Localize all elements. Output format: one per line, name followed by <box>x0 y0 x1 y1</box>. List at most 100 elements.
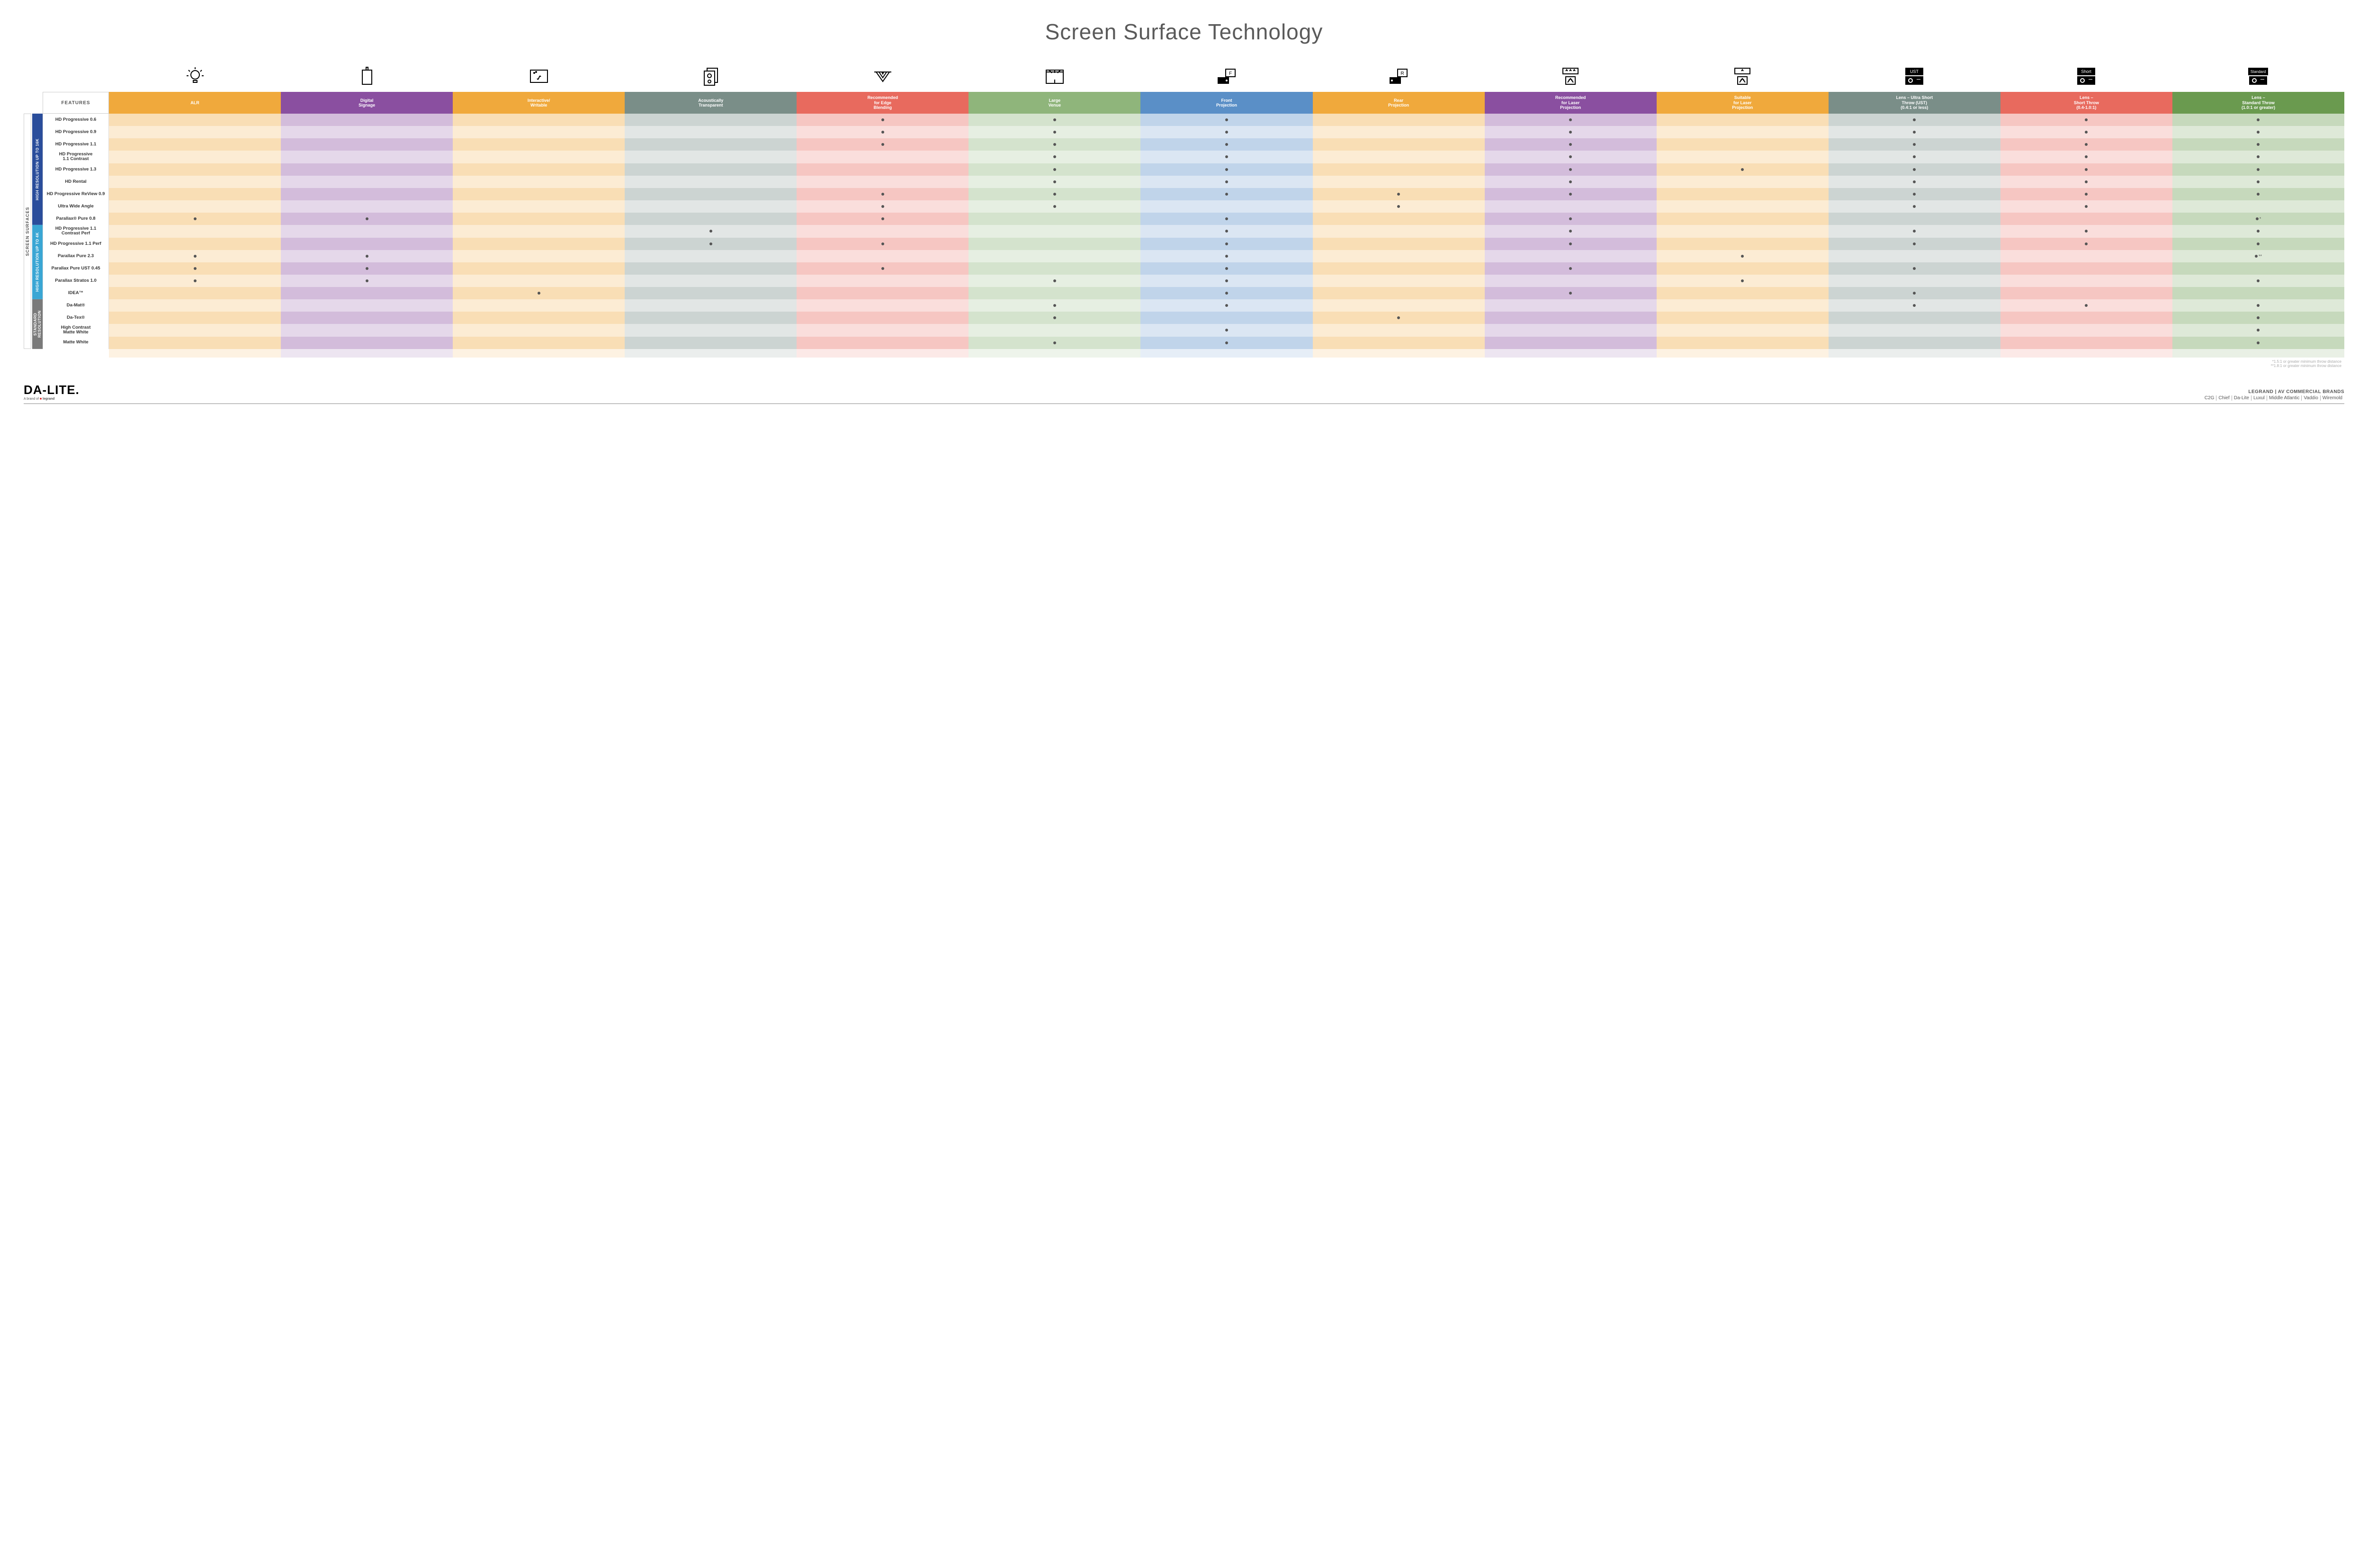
column-icon <box>1657 59 1829 92</box>
brand-block: DA-LITE. A brand of ■ legrand <box>24 383 80 401</box>
matrix-cell <box>625 238 797 250</box>
matrix-cell <box>453 213 625 225</box>
row-label: Matte White <box>43 337 109 349</box>
brands-list: LEGRAND | AV COMMERCIAL BRANDS C2GChiefD… <box>2203 389 2344 401</box>
matrix-cell <box>969 151 1140 163</box>
matrix-cell <box>1657 163 1829 176</box>
matrix-cell <box>1313 287 1485 299</box>
matrix-cell <box>1485 337 1657 349</box>
matrix-cell: * <box>2172 213 2344 225</box>
brand-item: C2G <box>2203 395 2216 401</box>
matrix-cell <box>2000 213 2172 225</box>
matrix-cell <box>1829 299 2000 312</box>
matrix-cell <box>109 238 281 250</box>
matrix-cell <box>1140 225 1312 238</box>
row-label: Da-Tex® <box>43 312 109 324</box>
matrix-cell <box>2000 275 2172 287</box>
row-label: Parallax Pure UST 0.45 <box>43 262 109 275</box>
matrix-cell <box>625 312 797 324</box>
column-icon <box>453 59 625 92</box>
matrix-cell <box>1313 126 1485 138</box>
matrix-cell <box>1657 287 1829 299</box>
matrix-cell <box>1657 324 1829 337</box>
matrix-cell <box>1313 225 1485 238</box>
matrix-cell <box>2172 299 2344 312</box>
matrix-cell <box>1657 275 1829 287</box>
matrix-cell <box>453 250 625 262</box>
matrix-cell <box>1313 138 1485 151</box>
matrix-cell <box>1313 299 1485 312</box>
matrix-cell <box>109 200 281 213</box>
matrix-cell <box>2172 337 2344 349</box>
matrix-cell <box>281 200 453 213</box>
matrix-cell <box>2172 188 2344 200</box>
column-header: Recommendedfor EdgeBlending <box>797 92 969 114</box>
brand-item: Wiremold <box>2320 395 2344 401</box>
matrix-cell <box>797 213 969 225</box>
matrix-cell <box>2172 151 2344 163</box>
matrix-cell <box>2000 312 2172 324</box>
matrix-cell <box>625 138 797 151</box>
matrix-cell <box>1140 324 1312 337</box>
svg-text:UST: UST <box>1910 69 1919 74</box>
matrix-cell <box>109 250 281 262</box>
matrix-cell <box>1140 287 1312 299</box>
matrix-cell <box>1829 275 2000 287</box>
matrix-cell <box>797 337 969 349</box>
matrix-cell <box>969 200 1140 213</box>
matrix-cell <box>281 238 453 250</box>
matrix-cell <box>1657 138 1829 151</box>
brand-item: Middle Atlantic <box>2267 395 2301 401</box>
row-label: Da-Mat® <box>43 299 109 312</box>
matrix-cell <box>1829 250 2000 262</box>
matrix-cell <box>1313 163 1485 176</box>
matrix-cell <box>1657 250 1829 262</box>
matrix-cell <box>797 324 969 337</box>
matrix-cell <box>109 213 281 225</box>
matrix-cell <box>1140 126 1312 138</box>
matrix-cell <box>1657 238 1829 250</box>
matrix-cell <box>797 151 969 163</box>
matrix-cell <box>2172 114 2344 126</box>
matrix-cell <box>2172 138 2344 151</box>
matrix-cell <box>2000 138 2172 151</box>
features-header: FEATURES <box>43 92 109 114</box>
matrix-cell <box>109 299 281 312</box>
matrix-cell <box>109 151 281 163</box>
brand-subline: A brand of ■ legrand <box>24 397 80 401</box>
matrix-cell <box>797 250 969 262</box>
matrix-cell <box>797 114 969 126</box>
row-label: IDEA™ <box>43 287 109 299</box>
matrix-cell <box>2172 262 2344 275</box>
column-header: Lens –Short Throw(0.4-1.0:1) <box>2000 92 2172 114</box>
matrix-cell <box>109 287 281 299</box>
matrix-cell <box>453 299 625 312</box>
matrix-cell <box>2000 225 2172 238</box>
matrix-cell <box>1657 312 1829 324</box>
matrix-cell <box>969 213 1140 225</box>
matrix-cell <box>2000 250 2172 262</box>
matrix-cell <box>1140 250 1312 262</box>
matrix-cell <box>2172 312 2344 324</box>
matrix-cell <box>1657 200 1829 213</box>
matrix-cell <box>1313 200 1485 213</box>
matrix-cell <box>2000 151 2172 163</box>
matrix-cell <box>281 188 453 200</box>
matrix-cell <box>797 176 969 188</box>
matrix-cell <box>625 213 797 225</box>
column-header: RearProjection <box>1313 92 1485 114</box>
matrix-cell <box>1485 200 1657 213</box>
side-labels: SCREEN SURFACESHIGH RESOLUTION UP TO 16K… <box>24 59 43 368</box>
column-header: Interactive/Writable <box>453 92 625 114</box>
matrix-cell <box>625 262 797 275</box>
matrix-cell <box>1829 138 2000 151</box>
matrix-cell <box>969 114 1140 126</box>
matrix-cell <box>797 238 969 250</box>
matrix-cell <box>969 163 1140 176</box>
matrix-cell <box>2000 200 2172 213</box>
column-header: FrontProjection <box>1140 92 1312 114</box>
matrix-cell <box>969 312 1140 324</box>
matrix-cell <box>2172 176 2344 188</box>
matrix-cell <box>1313 188 1485 200</box>
matrix-cell <box>2172 275 2344 287</box>
